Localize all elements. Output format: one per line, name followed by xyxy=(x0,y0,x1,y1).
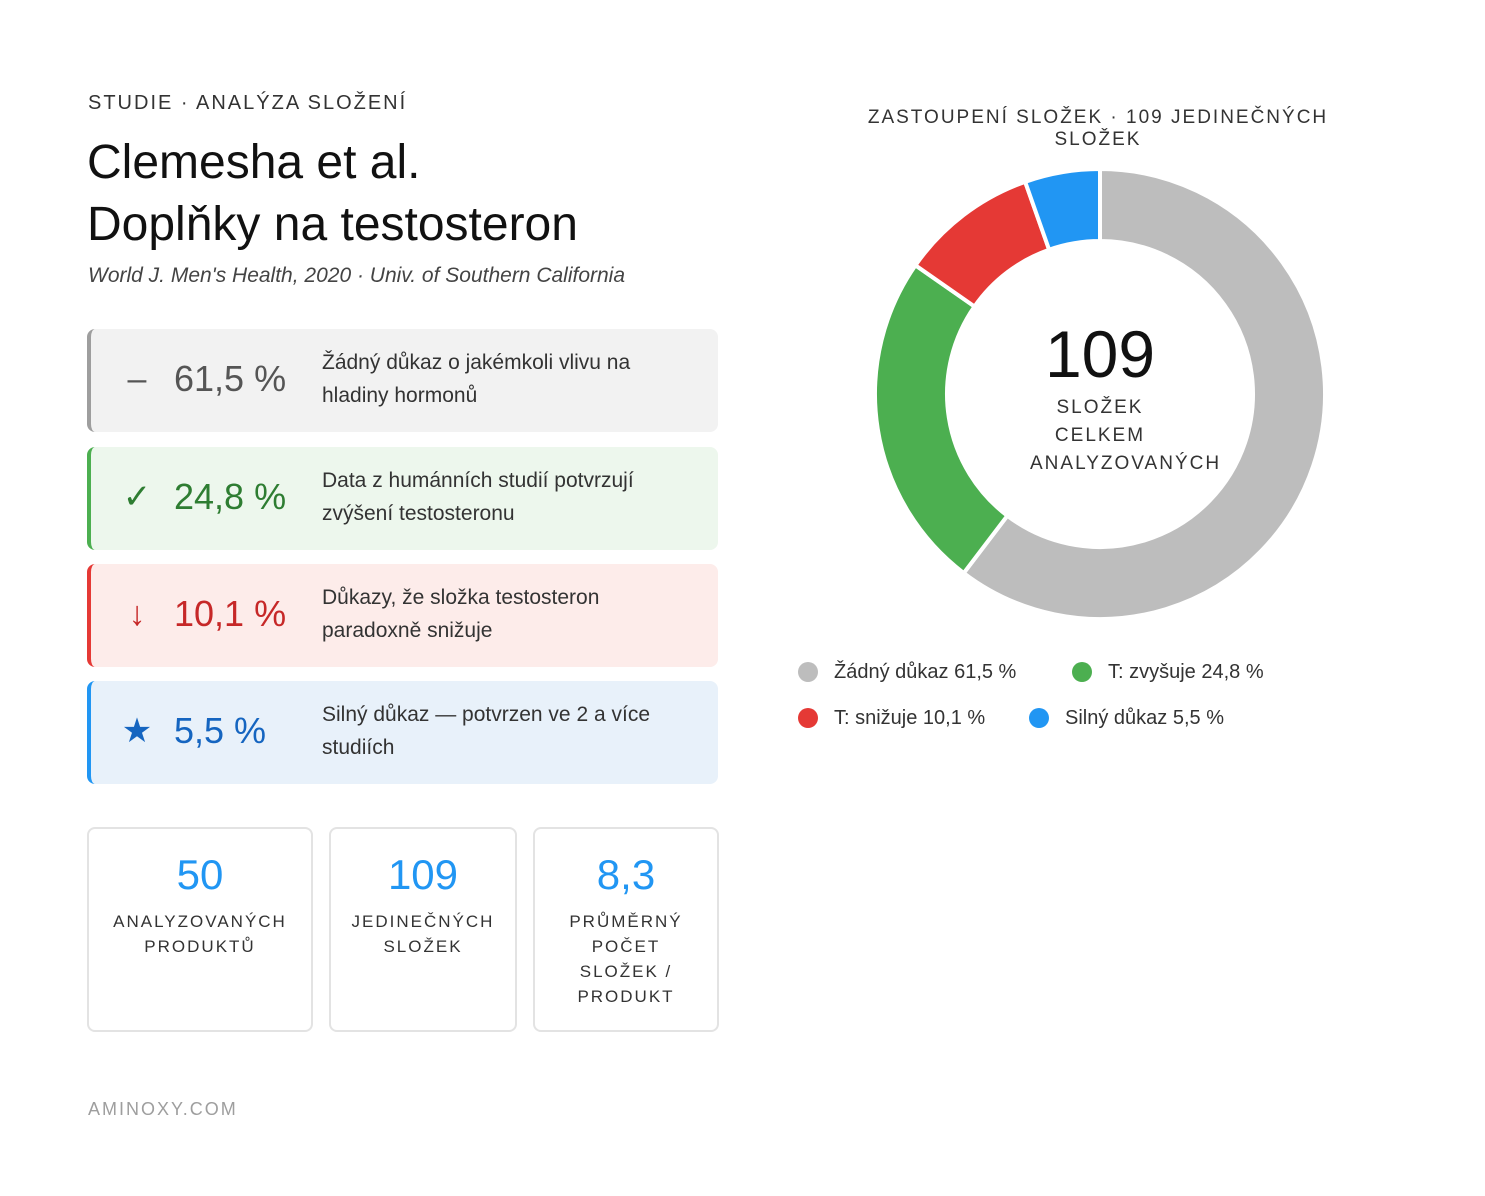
legend-dot xyxy=(1029,708,1049,728)
summary-label: PRŮMĚRNÝ POČET SLOŽEK / PRODUKT xyxy=(569,912,683,1006)
legend-item-increases: T: zvyšuje 24,8 % xyxy=(1072,658,1264,686)
minus-icon: – xyxy=(127,360,147,398)
page-title: Clemesha et al. Doplňky na testosteron xyxy=(87,132,578,256)
card-description: Důkazy, že složka testosteron paradoxně … xyxy=(322,586,600,642)
summary-ingredients: 109 JEDINEČNÝCH SLOŽEK xyxy=(329,827,517,1032)
card-description: Data z humánních studií potvrzují zvýšen… xyxy=(322,469,634,525)
summary-label: ANALYZOVANÝCH PRODUKTŮ xyxy=(113,912,287,956)
chart-title: ZASTOUPENÍ SLOŽEK · 109 JEDINEČNÝCH SLOŽ… xyxy=(867,107,1329,150)
title-line-1: Clemesha et al. xyxy=(87,136,421,189)
card-description: Silný důkaz — potvrzen ve 2 a více studi… xyxy=(322,703,650,759)
chart-legend: Žádný důkaz 61,5 % T: zvyšuje 24,8 % T: … xyxy=(798,658,1318,750)
card-percent: 24,8 % xyxy=(174,476,287,517)
check-icon: ✓ xyxy=(122,478,152,516)
title-line-2: Doplňky na testosteron xyxy=(87,198,578,251)
card-percent: 61,5 % xyxy=(174,358,287,399)
legend-item-strong-evidence: Silný důkaz 5,5 % xyxy=(1029,704,1224,732)
card-percent: 10,1 % xyxy=(174,593,287,634)
stat-card-increases: ✓ 24,8 % Data z humánních studií potvrzu… xyxy=(87,447,718,550)
summary-value: 109 xyxy=(387,851,459,898)
legend-item-no-evidence: Žádný důkaz 61,5 % xyxy=(798,658,1016,686)
stat-card-decreases: ↓ 10,1 % Důkazy, že složka testosteron p… xyxy=(87,564,718,667)
legend-label: T: zvyšuje 24,8 % xyxy=(1108,661,1264,683)
summary-average: 8,3 PRŮMĚRNÝ POČET SLOŽEK / PRODUKT xyxy=(533,827,719,1032)
star-icon: ★ xyxy=(121,712,153,750)
footer-brand: AMINOXY.COM xyxy=(88,1099,238,1119)
center-value: 109 xyxy=(1044,317,1156,391)
slice-strong-evidence xyxy=(1022,166,1102,253)
summary-value: 50 xyxy=(176,851,224,898)
summary-value: 8,3 xyxy=(596,851,656,898)
eyebrow-label: STUDIE · ANALÝZA SLOŽENÍ xyxy=(88,92,408,114)
legend-item-decreases: T: snižuje 10,1 % xyxy=(798,704,985,732)
citation-subtitle: World J. Men's Health, 2020 · Univ. of S… xyxy=(88,264,626,287)
stat-card-no-evidence: – 61,5 % Žádný důkaz o jakémkoli vlivu n… xyxy=(87,329,718,432)
legend-dot xyxy=(1072,662,1092,682)
card-description: Žádný důkaz o jakémkoli vlivu na hladiny… xyxy=(322,351,631,407)
arrow-down-icon: ↓ xyxy=(128,595,146,633)
legend-dot xyxy=(798,662,818,682)
donut-chart xyxy=(873,166,1327,621)
legend-label: Silný důkaz 5,5 % xyxy=(1065,707,1224,729)
legend-label: T: snižuje 10,1 % xyxy=(834,707,986,729)
summary-label: JEDINEČNÝCH SLOŽEK xyxy=(351,912,495,956)
slice-increases xyxy=(873,262,1011,576)
center-label: SLOŽEK CELKEM ANALYZOVANÝCH xyxy=(1030,397,1222,474)
legend-dot xyxy=(798,708,818,728)
card-percent: 5,5 % xyxy=(174,710,267,751)
slice-no-evidence xyxy=(960,166,1327,621)
stat-card-strong-evidence: ★ 5,5 % Silný důkaz — potvrzen ve 2 a ví… xyxy=(87,681,718,784)
summary-products: 50 ANALYZOVANÝCH PRODUKTŮ xyxy=(87,827,313,1032)
donut-center: 109 SLOŽEK CELKEM ANALYZOVANÝCH xyxy=(990,317,1222,478)
legend-label: Žádný důkaz 61,5 % xyxy=(834,661,1017,683)
